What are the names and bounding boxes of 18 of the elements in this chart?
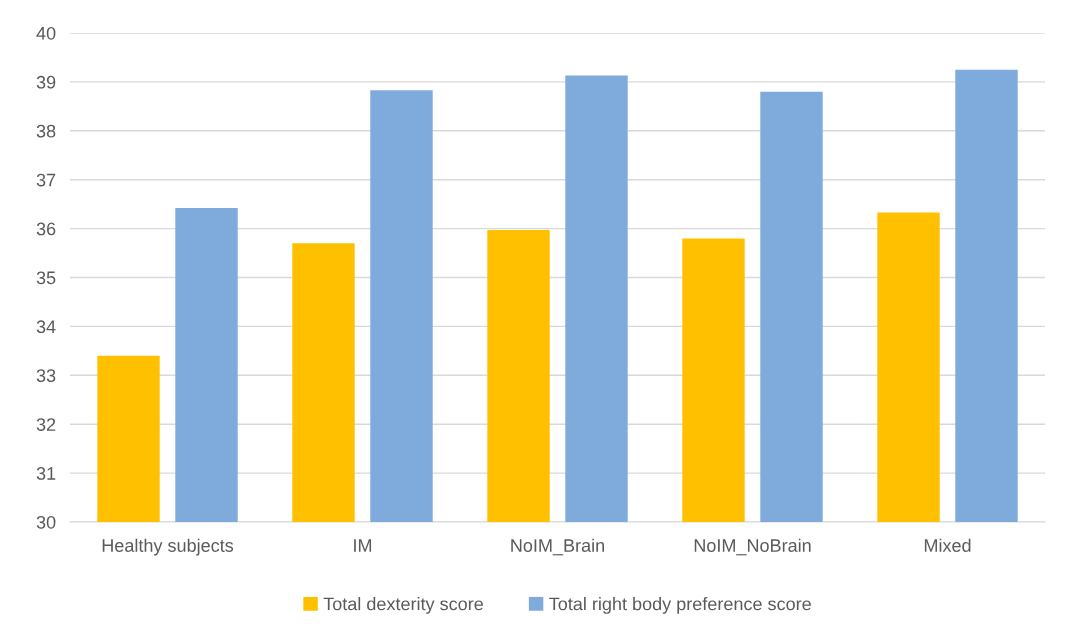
y-tick-label: 40 bbox=[36, 26, 56, 40]
x-tick-label: Healthy subjects bbox=[102, 538, 234, 556]
y-tick-label: 37 bbox=[36, 173, 56, 187]
x-tick-label: Mixed bbox=[924, 538, 971, 552]
y-tick-label: 35 bbox=[36, 271, 56, 285]
y-tick-label: 39 bbox=[36, 75, 56, 89]
legend-label: Total right body preference score bbox=[549, 597, 811, 614]
x-tick-label: NoIM_Brain bbox=[511, 538, 604, 556]
y-tick-label: 38 bbox=[36, 124, 56, 138]
y-tick-label: 36 bbox=[36, 222, 56, 236]
y-tick-label: 30 bbox=[36, 515, 56, 529]
y-tick-label: 31 bbox=[36, 467, 56, 480]
y-tick-label: 34 bbox=[36, 320, 56, 334]
y-tick-label: 33 bbox=[36, 369, 56, 383]
x-tick-label: NoIM_NoBrain bbox=[694, 538, 811, 556]
x-tick-label: IM bbox=[354, 539, 372, 552]
y-tick-label: 32 bbox=[36, 418, 56, 431]
legend-label: Total dexterity score bbox=[323, 597, 483, 614]
